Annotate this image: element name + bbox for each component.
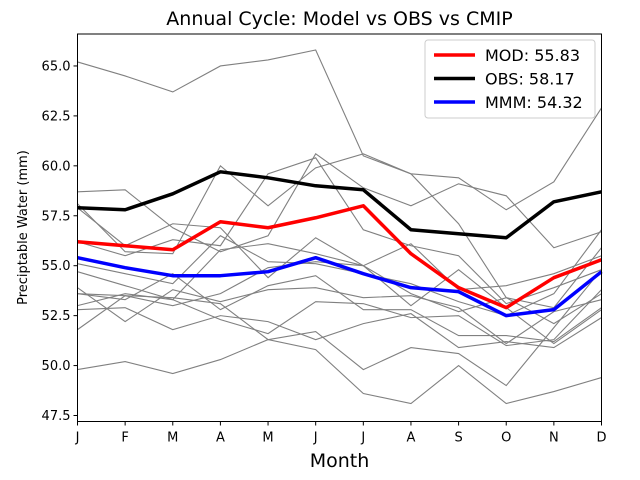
cmip-model-line-2 [77, 153, 602, 253]
x-tick-label: J [75, 431, 80, 446]
y-tick-label: 60.0 [42, 159, 71, 174]
x-tick-label: M [167, 431, 178, 446]
x-tick-label: A [407, 431, 416, 446]
y-tick-label: 57.5 [42, 209, 71, 224]
y-tick-label: 65.0 [42, 59, 71, 74]
chart-title: Annual Cycle: Model vs OBS vs CMIP [166, 8, 512, 30]
y-tick-label: 62.5 [42, 109, 71, 124]
legend-label-mod: MOD: 55.83 [485, 46, 580, 65]
x-tick-label: O [501, 431, 511, 446]
x-tick-label: D [596, 431, 606, 446]
cmip-model-line-3 [77, 153, 602, 309]
y-tick-label: 50.0 [42, 359, 71, 374]
y-axis-label: Preciptable Water (mm) [16, 150, 31, 305]
mmm-series-line [77, 255, 603, 318]
mod-series-line [77, 204, 603, 310]
cmip-lines [77, 49, 602, 405]
main-series-lines [77, 170, 603, 318]
cmip-model-line-12 [77, 307, 602, 349]
legend: MOD: 55.83 OBS: 58.17 MMM: 54.32 [424, 39, 596, 119]
cmip-model-line-6 [77, 229, 602, 317]
x-tick-label: F [121, 431, 128, 446]
x-tick-label: J [360, 431, 365, 446]
cmip-model-line-11 [77, 289, 602, 347]
cmip-model-line-13 [77, 269, 602, 387]
legend-box [424, 39, 596, 119]
y-axis: 47.5 50.0 52.5 55.0 57.5 60.0 62.5 65.0 [42, 59, 78, 424]
legend-label-mmm: MMM: 54.32 [485, 93, 583, 112]
legend-label-obs: OBS: 58.17 [485, 70, 575, 89]
y-tick-label: 55.0 [42, 259, 71, 274]
y-tick-label: 52.5 [42, 309, 71, 324]
obs-series-line [77, 170, 602, 240]
cmip-model-line-14 [77, 339, 602, 405]
x-axis-label: Month [310, 450, 370, 472]
x-tick-label: N [549, 431, 559, 446]
y-tick-label: 47.5 [42, 409, 71, 424]
x-tick-label: A [216, 431, 225, 446]
x-tick-label: M [262, 431, 273, 446]
cmip-model-line-10 [77, 273, 602, 343]
x-tick-label: S [454, 431, 462, 446]
x-tick-label: J [313, 431, 318, 446]
plot-frame [77, 33, 602, 422]
